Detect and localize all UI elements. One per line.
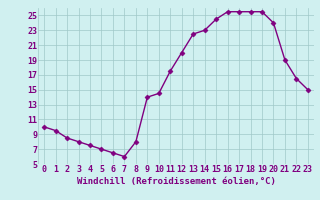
X-axis label: Windchill (Refroidissement éolien,°C): Windchill (Refroidissement éolien,°C)	[76, 177, 276, 186]
